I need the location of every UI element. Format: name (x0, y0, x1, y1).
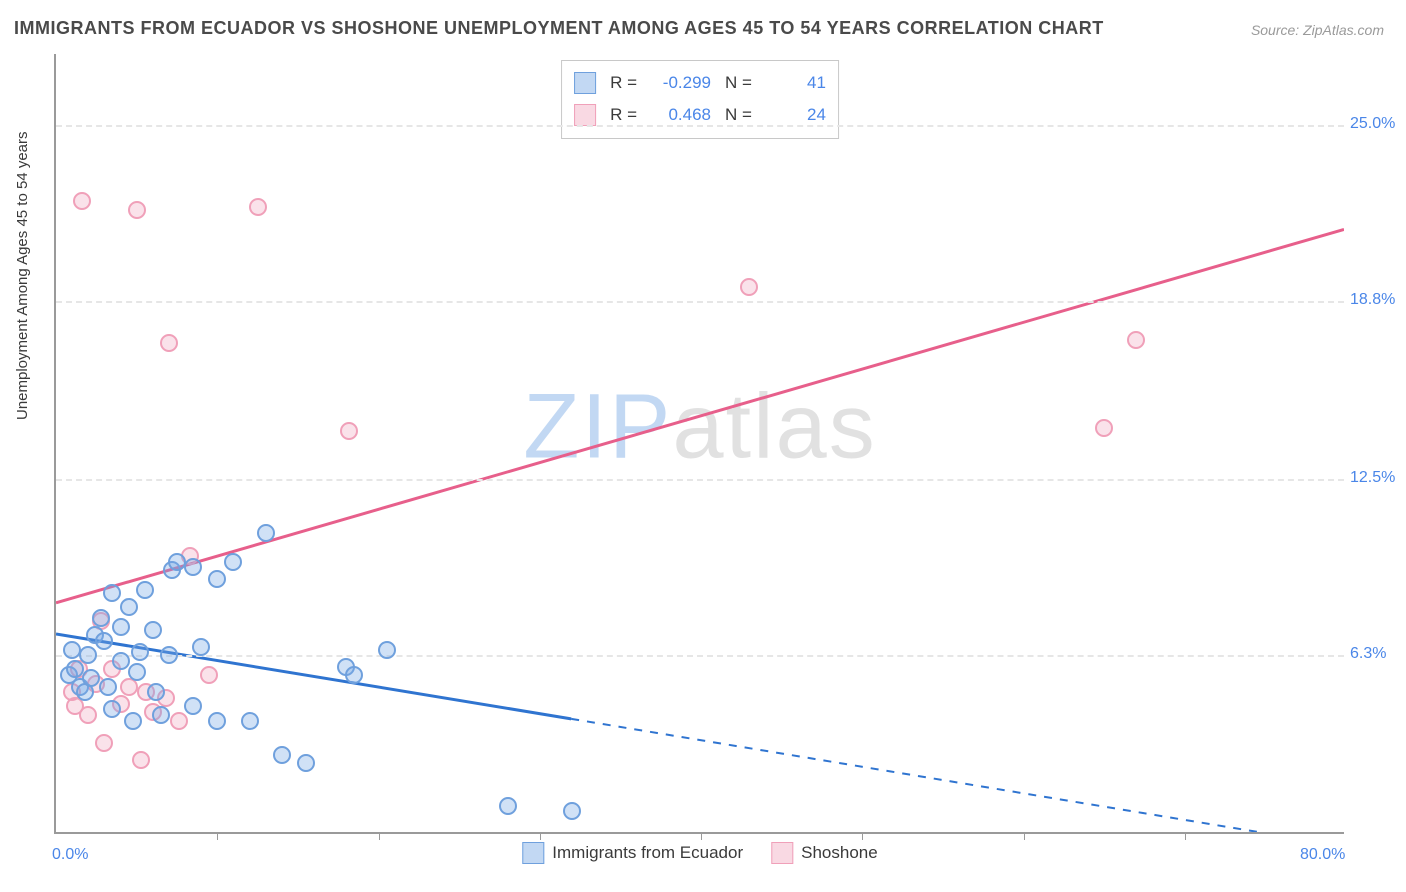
x-tick (1024, 832, 1025, 840)
plot-area: ZIPatlas R = -0.299 N = 41 R = 0.468 N =… (54, 54, 1344, 834)
y-tick-label: 25.0% (1350, 115, 1395, 133)
data-point (131, 643, 149, 661)
data-point (95, 734, 113, 752)
data-point (184, 558, 202, 576)
watermark-part-b: atlas (672, 376, 876, 478)
y-tick-label: 6.3% (1350, 645, 1386, 663)
y-tick-label: 12.5% (1350, 469, 1395, 487)
chart-title: IMMIGRANTS FROM ECUADOR VS SHOSHONE UNEM… (14, 18, 1104, 39)
data-point (103, 584, 121, 602)
data-point (136, 581, 154, 599)
data-point (99, 678, 117, 696)
data-point (160, 646, 178, 664)
data-point (378, 641, 396, 659)
data-point (224, 553, 242, 571)
data-point (499, 797, 517, 815)
data-point (200, 666, 218, 684)
data-point (563, 802, 581, 820)
data-point (160, 334, 178, 352)
x-tick (862, 832, 863, 840)
data-point (170, 712, 188, 730)
x-axis-max-label: 80.0% (1300, 846, 1345, 864)
watermark-part-a: ZIP (523, 376, 672, 478)
legend-swatch-pink (771, 842, 793, 864)
legend-r-value: -0.299 (651, 67, 711, 99)
data-point (297, 754, 315, 772)
data-point (73, 192, 91, 210)
data-point (257, 524, 275, 542)
legend-series-label: Immigrants from Ecuador (552, 843, 743, 863)
data-point (208, 712, 226, 730)
data-point (241, 712, 259, 730)
data-point (112, 618, 130, 636)
x-tick (1185, 832, 1186, 840)
data-point (184, 697, 202, 715)
data-point (273, 746, 291, 764)
data-point (249, 198, 267, 216)
data-point (120, 598, 138, 616)
grid-line (56, 301, 1344, 303)
source-value: ZipAtlas.com (1303, 22, 1384, 38)
data-point (208, 570, 226, 588)
grid-line (56, 655, 1344, 657)
data-point (128, 663, 146, 681)
trend-line-dashed (571, 719, 1344, 832)
x-tick (540, 832, 541, 840)
legend-n-label: N = (725, 67, 752, 99)
watermark: ZIPatlas (523, 375, 876, 480)
legend-item: Immigrants from Ecuador (522, 842, 743, 864)
data-point (79, 646, 97, 664)
data-point (144, 621, 162, 639)
data-point (103, 700, 121, 718)
legend-swatch-pink (574, 104, 596, 126)
legend-swatch-blue (574, 72, 596, 94)
data-point (1095, 419, 1113, 437)
source-attribution: Source: ZipAtlas.com (1251, 22, 1384, 38)
legend-n-value: 41 (766, 67, 826, 99)
data-point (345, 666, 363, 684)
data-point (740, 278, 758, 296)
x-tick (217, 832, 218, 840)
data-point (132, 751, 150, 769)
data-point (124, 712, 142, 730)
legend-series-label: Shoshone (801, 843, 878, 863)
legend-row: R = -0.299 N = 41 (574, 67, 826, 99)
legend-r-label: R = (610, 67, 637, 99)
x-axis-origin-label: 0.0% (52, 846, 88, 864)
data-point (79, 706, 97, 724)
data-point (192, 638, 210, 656)
grid-line (56, 125, 1344, 127)
chart-container: IMMIGRANTS FROM ECUADOR VS SHOSHONE UNEM… (0, 0, 1406, 892)
data-point (147, 683, 165, 701)
data-point (92, 609, 110, 627)
x-tick (701, 832, 702, 840)
x-tick (379, 832, 380, 840)
legend-item: Shoshone (771, 842, 878, 864)
data-point (340, 422, 358, 440)
legend-series: Immigrants from Ecuador Shoshone (522, 842, 877, 864)
grid-line (56, 479, 1344, 481)
data-point (112, 652, 130, 670)
y-axis-label: Unemployment Among Ages 45 to 54 years (14, 131, 31, 420)
source-label: Source: (1251, 22, 1299, 38)
data-point (152, 706, 170, 724)
data-point (1127, 331, 1145, 349)
legend-swatch-blue (522, 842, 544, 864)
y-tick-label: 18.8% (1350, 291, 1395, 309)
data-point (95, 632, 113, 650)
data-point (128, 201, 146, 219)
trend-line-solid (56, 229, 1344, 602)
